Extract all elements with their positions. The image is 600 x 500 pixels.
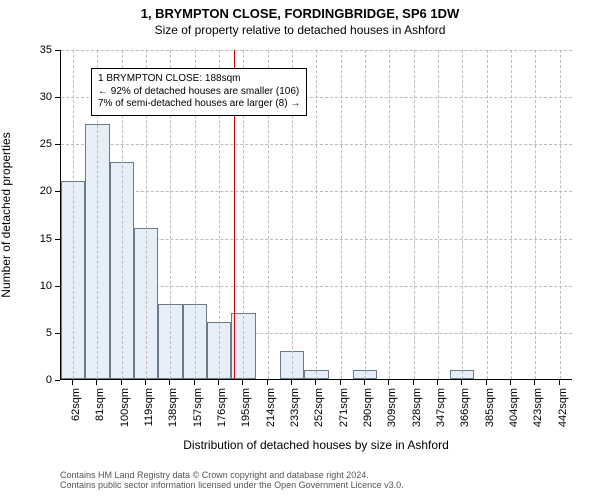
xtick-label: 81sqm [94,388,106,421]
xtick-mark [534,380,535,385]
xtick-label: 195sqm [240,388,252,427]
ytick-label: 20 [0,185,52,197]
xtick-label: 385sqm [484,388,496,427]
xtick-label: 62sqm [70,388,82,421]
xtick-label: 271sqm [338,388,350,427]
xtick-mark [291,380,292,385]
gridline-v [341,50,342,379]
xtick-label: 252sqm [313,388,325,427]
gridline-v [73,50,74,379]
ytick-mark [55,144,60,145]
plot-area: 1 BRYMPTON CLOSE: 188sqm← 92% of detache… [60,50,572,380]
xtick-label: 423sqm [532,388,544,427]
xtick-label: 138sqm [167,388,179,427]
gridline-v [414,50,415,379]
gridline-v [535,50,536,379]
ytick-label: 5 [0,327,52,339]
xtick-mark [510,380,511,385]
x-axis-label: Distribution of detached houses by size … [60,438,572,452]
xtick-mark [218,380,219,385]
xtick-mark [194,380,195,385]
xtick-label: 176sqm [216,388,228,427]
xtick-label: 214sqm [265,388,277,427]
xtick-mark [145,380,146,385]
gridline-v [389,50,390,379]
gridline-v [462,50,463,379]
ytick-label: 10 [0,280,52,292]
xtick-mark [461,380,462,385]
info-box-line: 7% of semi-detached houses are larger (8… [98,98,300,111]
footer-line1: Contains HM Land Registry data © Crown c… [60,470,404,480]
xtick-label: 328sqm [411,388,423,427]
xtick-mark [242,380,243,385]
xtick-label: 233sqm [289,388,301,427]
xtick-label: 404sqm [508,388,520,427]
ytick-mark [55,97,60,98]
info-box-line: ← 92% of detached houses are smaller (10… [98,86,300,99]
ytick-label: 35 [0,44,52,56]
gridline-v [560,50,561,379]
ytick-mark [55,286,60,287]
xtick-mark [559,380,560,385]
xtick-mark [121,380,122,385]
xtick-label: 309sqm [386,388,398,427]
info-box: 1 BRYMPTON CLOSE: 188sqm← 92% of detache… [91,68,307,116]
xtick-mark [486,380,487,385]
ytick-mark [55,239,60,240]
ytick-mark [55,333,60,334]
xtick-label: 366sqm [459,388,471,427]
ytick-label: 15 [0,233,52,245]
xtick-mark [96,380,97,385]
ytick-mark [55,50,60,51]
xtick-label: 119sqm [143,388,155,426]
xtick-mark [169,380,170,385]
ytick-mark [55,191,60,192]
xtick-label: 442sqm [557,388,569,427]
ytick-mark [55,380,60,381]
ytick-label: 0 [0,374,52,386]
xtick-label: 157sqm [192,388,204,427]
xtick-mark [364,380,365,385]
xtick-label: 347sqm [435,388,447,427]
info-box-line: 1 BRYMPTON CLOSE: 188sqm [98,73,300,86]
xtick-label: 100sqm [119,388,131,427]
gridline-v [511,50,512,379]
gridline-v [365,50,366,379]
chart: 1 BRYMPTON CLOSE: 188sqm← 92% of detache… [0,0,600,500]
gridline-v [438,50,439,379]
footer-line2: Contains public sector information licen… [60,480,404,490]
xtick-mark [437,380,438,385]
ytick-label: 25 [0,138,52,150]
gridline-v [487,50,488,379]
xtick-mark [388,380,389,385]
ytick-label: 30 [0,91,52,103]
xtick-label: 290sqm [362,388,374,427]
xtick-mark [340,380,341,385]
xtick-mark [413,380,414,385]
gridline-v [316,50,317,379]
xtick-mark [267,380,268,385]
xtick-mark [72,380,73,385]
xtick-mark [315,380,316,385]
footer: Contains HM Land Registry data © Crown c… [60,470,404,490]
